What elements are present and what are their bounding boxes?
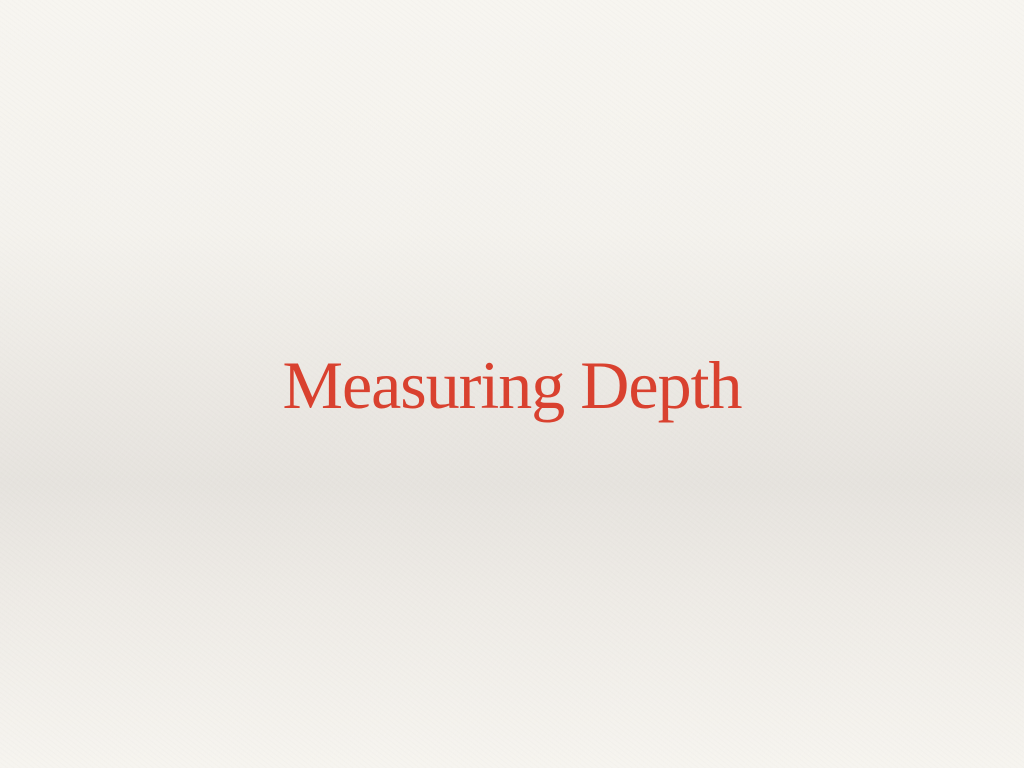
slide-title: Measuring Depth <box>282 347 742 423</box>
